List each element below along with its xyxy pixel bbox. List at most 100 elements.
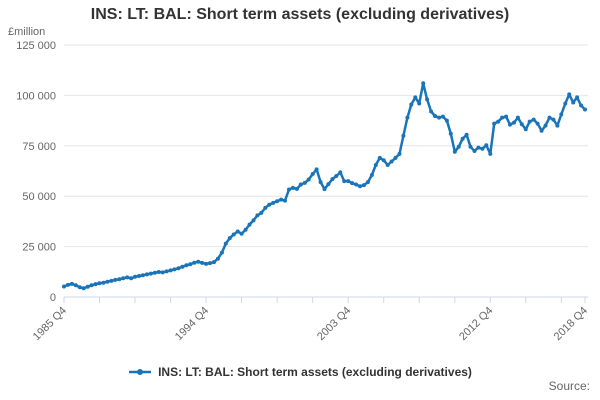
y-tick-label: 125 000 xyxy=(16,40,56,52)
data-point-marker xyxy=(508,122,512,127)
data-point-marker xyxy=(69,281,74,286)
data-point-marker xyxy=(283,198,287,203)
data-point-marker xyxy=(326,182,331,187)
data-point-marker xyxy=(121,276,126,281)
data-point-marker xyxy=(196,259,201,264)
data-point-marker xyxy=(456,144,461,149)
data-point-marker xyxy=(259,210,264,215)
y-tick-label: 100 000 xyxy=(16,90,56,102)
data-point-marker xyxy=(559,112,564,117)
data-point-marker xyxy=(188,262,193,267)
data-point-marker xyxy=(140,273,145,278)
data-point-marker xyxy=(385,163,390,167)
series-line[interactable] xyxy=(62,82,587,290)
data-point-marker xyxy=(417,101,422,106)
data-point-marker xyxy=(346,179,351,184)
data-point-marker xyxy=(275,199,280,204)
x-tick-label: 2003 Q4 xyxy=(315,305,353,343)
data-point-marker xyxy=(523,127,528,132)
data-point-marker xyxy=(168,268,173,273)
data-point-marker xyxy=(85,284,90,289)
x-tick-label: 1994 Q4 xyxy=(173,305,211,343)
y-tick-label: 25 000 xyxy=(22,242,56,254)
data-point-marker xyxy=(294,186,299,191)
data-point-marker xyxy=(492,121,497,126)
data-point-marker xyxy=(547,115,552,120)
data-point-marker xyxy=(476,145,481,150)
data-point-marker xyxy=(535,121,540,126)
data-point-marker xyxy=(223,241,228,246)
data-point-marker xyxy=(73,283,78,288)
data-point-marker xyxy=(381,158,386,163)
data-point-marker xyxy=(255,213,260,218)
data-point-marker xyxy=(235,229,240,234)
data-point-marker xyxy=(500,115,505,120)
data-point-marker xyxy=(531,117,536,122)
data-point-marker xyxy=(148,271,153,276)
data-point-marker xyxy=(137,274,141,278)
data-point-marker xyxy=(125,275,130,280)
data-point-marker xyxy=(480,146,485,151)
data-point-marker xyxy=(425,97,430,102)
data-point-marker xyxy=(468,144,473,149)
data-point-marker xyxy=(409,102,414,107)
data-point-marker xyxy=(413,95,418,100)
x-tick-label: 1985 Q4 xyxy=(31,305,69,343)
data-point-marker xyxy=(113,277,118,282)
data-point-marker xyxy=(365,180,370,185)
data-point-marker xyxy=(484,143,489,148)
data-point-marker xyxy=(251,218,256,223)
data-point-marker xyxy=(318,180,323,185)
data-point-marker xyxy=(239,231,244,236)
data-point-marker xyxy=(322,187,327,192)
data-point-marker xyxy=(330,177,335,182)
data-point-marker xyxy=(160,270,165,275)
data-point-marker xyxy=(334,174,339,178)
data-point-marker xyxy=(504,114,509,119)
data-point-marker xyxy=(472,149,477,153)
data-point-marker xyxy=(452,149,457,154)
data-point-marker xyxy=(358,184,362,189)
data-point-marker xyxy=(555,123,560,128)
data-point-marker xyxy=(437,115,441,120)
data-point-marker xyxy=(314,167,319,172)
data-point-marker xyxy=(429,109,434,114)
data-point-marker xyxy=(575,95,580,100)
data-point-marker xyxy=(354,182,359,187)
data-point-marker xyxy=(192,260,197,265)
data-point-marker xyxy=(231,232,236,237)
data-point-marker xyxy=(310,172,315,176)
data-point-marker xyxy=(397,151,402,156)
data-point-marker xyxy=(369,173,374,177)
data-point-marker xyxy=(401,133,406,138)
data-point-marker xyxy=(247,222,252,227)
data-point-marker xyxy=(460,136,465,141)
data-point-marker xyxy=(117,277,122,282)
legend-label: INS: LT: BAL: Short term assets (excludi… xyxy=(158,365,472,379)
data-point-marker xyxy=(156,270,161,274)
data-point-marker xyxy=(287,187,291,192)
data-point-marker xyxy=(77,285,82,290)
data-point-marker xyxy=(243,227,248,232)
legend-item[interactable]: INS: LT: BAL: Short term assets (excludi… xyxy=(0,362,600,382)
data-point-marker xyxy=(164,269,169,274)
data-point-marker xyxy=(519,122,524,127)
data-point-marker xyxy=(227,236,232,241)
data-point-marker xyxy=(62,284,66,289)
data-point-marker xyxy=(350,181,355,186)
data-point-marker xyxy=(204,261,209,266)
data-point-marker xyxy=(298,182,303,187)
data-point-marker xyxy=(579,103,584,108)
data-point-marker xyxy=(271,200,276,205)
data-point-marker xyxy=(129,276,134,281)
data-point-marker xyxy=(93,282,98,287)
data-point-marker xyxy=(200,260,205,265)
data-point-marker xyxy=(377,155,382,160)
data-point-marker xyxy=(212,260,216,265)
data-point-marker xyxy=(338,170,343,175)
data-point-marker xyxy=(279,197,284,202)
y-tick-label: 0 xyxy=(50,292,56,304)
data-point-marker xyxy=(389,159,394,164)
